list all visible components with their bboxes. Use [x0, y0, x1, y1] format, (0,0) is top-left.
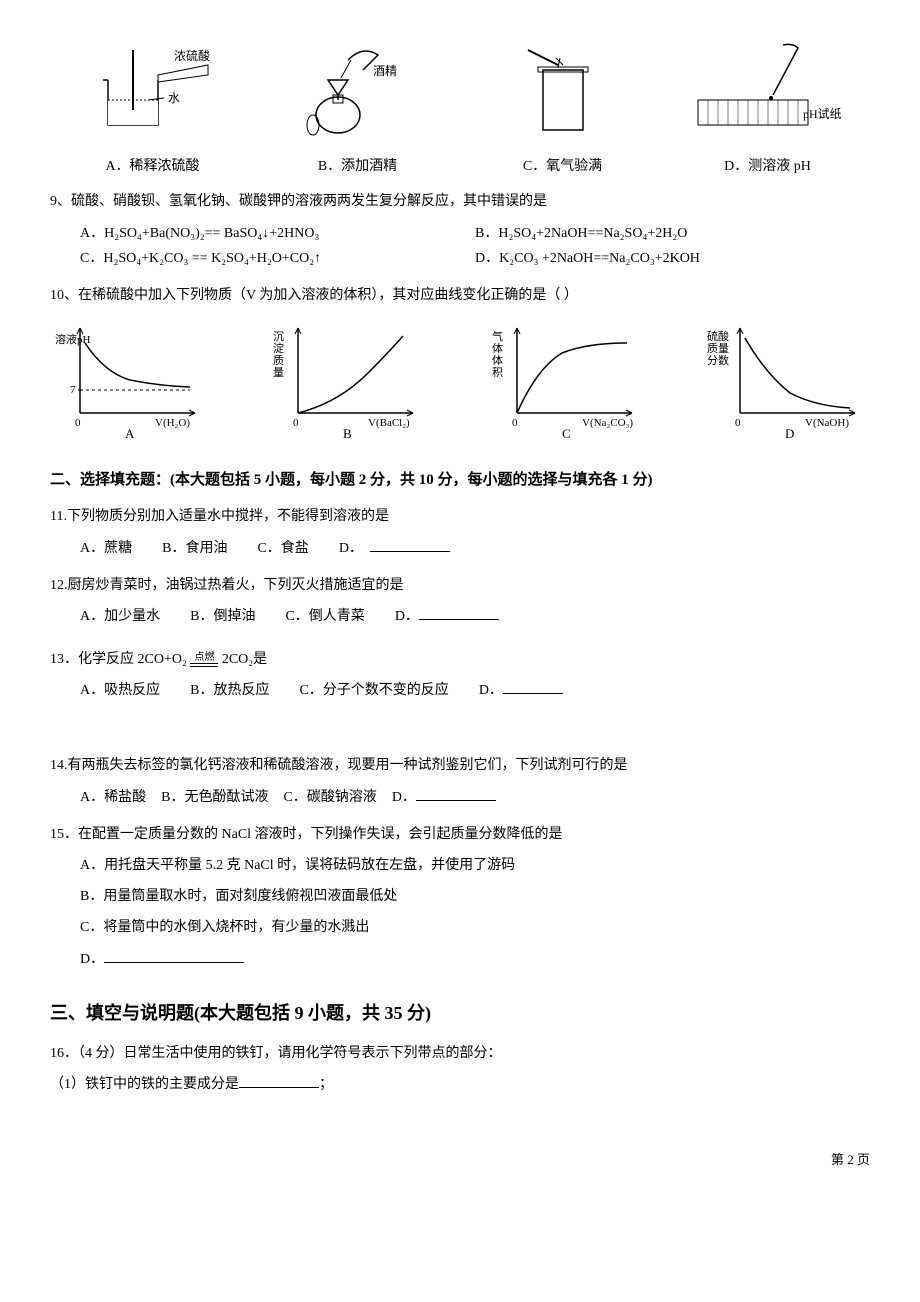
page-footer: 第 2 页	[50, 1148, 870, 1171]
q9-option-a: A．H₂SO₄+Ba(NO₃)₂== BaSO₄↓+2HNO₃	[80, 221, 475, 246]
svg-text:气: 气	[492, 329, 503, 343]
svg-text:质量: 质量	[707, 342, 729, 355]
svg-text:硫酸: 硫酸	[707, 329, 729, 343]
q10-chart-d: 硫酸 质量 分数 0 V(NaOH) D	[705, 318, 870, 447]
q15-option-a: A．用托盘天平称量 5.2 克 NaCl 时，误将砝码放在左盘，并使用了游码	[50, 853, 870, 878]
q11-option-a: A．蔗糖	[80, 536, 132, 561]
svg-text:淀: 淀	[273, 341, 284, 355]
svg-text:7: 7	[70, 384, 76, 396]
label-ph-paper: pH试纸	[803, 106, 842, 121]
q11-blank[interactable]	[370, 536, 450, 552]
q13-blank[interactable]	[503, 678, 563, 694]
beaker-sulfuric-acid-icon: 浓硫酸 水	[78, 40, 228, 140]
question-13: 13．化学反应 2CO+O₂ 点燃 2CO₂是 A．吸热反应 B．放热反应 C．…	[50, 647, 870, 703]
q14-option-b: B．无色酚酞试液	[161, 785, 268, 810]
label-water: 水	[168, 91, 180, 105]
q8-figure-b: 酒精 B．添加酒精	[255, 40, 460, 179]
svg-text:体: 体	[492, 353, 503, 367]
q15-option-d: D．	[50, 947, 870, 972]
q15-blank[interactable]	[104, 947, 244, 963]
q12-text: 12.厨房炒青菜时，油锅过热着火，下列灭火措施适宜的是	[50, 573, 870, 598]
q9-text: 9、硫酸、硝酸钡、氢氧化钠、碳酸钾的溶液两两发生复分解反应，其中错误的是	[50, 189, 870, 214]
q11-option-c: C．食盐	[257, 536, 308, 561]
section-2-header: 二、选择填充题：(本大题包括 5 小题，每小题 2 分，共 10 分，每小题的选…	[50, 467, 870, 494]
q8-caption-a: A．稀释浓硫酸	[50, 154, 255, 179]
svg-text:V(NaOH): V(NaOH)	[805, 417, 849, 429]
oxygen-bottle-icon	[508, 40, 618, 140]
q9-option-d: D．K₂CO₃ +2NaOH==Na₂CO₃+2KOH	[475, 246, 870, 271]
q14-blank[interactable]	[416, 785, 496, 801]
label-alcohol: 酒精	[373, 64, 397, 78]
svg-text:V(Na₂CO₃): V(Na₂CO₃)	[582, 417, 633, 429]
q15-text: 15．在配置一定质量分数的 NaCl 溶液时，下列操作失误，会引起质量分数降低的…	[50, 822, 870, 847]
question-11: 11.下列物质分别加入适量水中搅拌，不能得到溶液的是 A．蔗糖 B．食用油 C．…	[50, 504, 870, 560]
svg-text:积: 积	[492, 366, 503, 379]
q15-option-c: C．将量筒中的水倒入烧杯时，有少量的水溅出	[50, 915, 870, 940]
q15-option-b: B．用量筒量取水时，面对刻度线俯视凹液面最低处	[50, 884, 870, 909]
q10-charts: 溶液pH 7 0 V(H₂O) A 沉 淀 质 量 0	[50, 318, 870, 447]
question-16: 16．（4 分）日常生活中使用的铁钉，请用化学符号表示下列带点的部分： （1）铁…	[50, 1041, 870, 1097]
q10-chart-a: 溶液pH 7 0 V(H₂O) A	[50, 318, 210, 447]
q16-sub1: （1）铁钉中的铁的主要成分是；	[50, 1072, 870, 1097]
question-14: 14.有两瓶失去标签的氯化钙溶液和稀硫酸溶液，现要用一种试剂鉴别它们，下列试剂可…	[50, 753, 870, 809]
question-9: 9、硫酸、硝酸钡、氢氧化钠、碳酸钾的溶液两两发生复分解反应，其中错误的是 A．H…	[50, 189, 870, 271]
label-sulfuric: 浓硫酸	[174, 48, 210, 63]
q16-text: 16．（4 分）日常生活中使用的铁钉，请用化学符号表示下列带点的部分：	[50, 1041, 870, 1066]
q14-option-d: D．	[392, 785, 496, 810]
ph-paper-icon: pH试纸	[683, 40, 853, 140]
q10-chart-b: 沉 淀 质 量 0 V(BaCl₂) B	[268, 318, 428, 447]
q8-figure-a: 浓硫酸 水 A．稀释浓硫酸	[50, 40, 255, 179]
question-15: 15．在配置一定质量分数的 NaCl 溶液时，下列操作失误，会引起质量分数降低的…	[50, 822, 870, 972]
q8-figures: 浓硫酸 水 A．稀释浓硫酸 酒精 B．添加酒精 C．氧气验满	[50, 40, 870, 179]
q8-caption-d: D．测溶液 pH	[665, 154, 870, 179]
q12-option-d: D．	[395, 604, 499, 629]
svg-text:分数: 分数	[707, 354, 729, 367]
q11-text: 11.下列物质分别加入适量水中搅拌，不能得到溶液的是	[50, 504, 870, 529]
q10-chart-c: 气 体 体 积 0 V(Na₂CO₃) C	[487, 318, 647, 447]
q12-option-c: C．倒人青菜	[285, 604, 364, 629]
q8-caption-b: B．添加酒精	[255, 154, 460, 179]
svg-text:量: 量	[273, 366, 284, 379]
q9-option-b: B．H₂SO₄+2NaOH==Na₂SO₄+2H₂O	[475, 221, 870, 246]
q11-option-b: B．食用油	[162, 536, 227, 561]
svg-text:沉: 沉	[273, 330, 284, 343]
q16-blank-1[interactable]	[239, 1072, 319, 1088]
q13-text: 13．化学反应 2CO+O₂ 点燃 2CO₂是	[50, 647, 870, 672]
question-12: 12.厨房炒青菜时，油锅过热着火，下列灭火措施适宜的是 A．加少量水 B．倒掉油…	[50, 573, 870, 629]
q14-option-a: A．稀盐酸	[80, 785, 146, 810]
question-10: 10、在稀硫酸中加入下列物质（V 为加入溶液的体积），其对应曲线变化正确的是（ …	[50, 283, 870, 447]
svg-text:V(H₂O): V(H₂O)	[155, 417, 190, 429]
svg-text:0: 0	[735, 417, 741, 429]
q13-option-a: A．吸热反应	[80, 678, 160, 703]
q10-text: 10、在稀硫酸中加入下列物质（V 为加入溶液的体积），其对应曲线变化正确的是（ …	[50, 283, 870, 308]
svg-text:B: B	[343, 426, 352, 438]
svg-text:0: 0	[512, 417, 518, 429]
q8-caption-c: C．氧气验满	[460, 154, 665, 179]
svg-text:A: A	[125, 426, 135, 438]
svg-text:质: 质	[273, 354, 284, 367]
q12-blank[interactable]	[419, 604, 499, 620]
q14-text: 14.有两瓶失去标签的氯化钙溶液和稀硫酸溶液，现要用一种试剂鉴别它们，下列试剂可…	[50, 753, 870, 778]
svg-text:V(BaCl₂): V(BaCl₂)	[368, 417, 410, 429]
q14-option-c: C．碳酸钠溶液	[283, 785, 376, 810]
q12-option-b: B．倒掉油	[190, 604, 255, 629]
q13-option-c: C．分子个数不变的反应	[299, 678, 448, 703]
svg-text:0: 0	[75, 417, 81, 429]
q8-figure-d: pH试纸 D．测溶液 pH	[665, 40, 870, 179]
q13-option-d: D．	[479, 678, 563, 703]
svg-text:0: 0	[293, 417, 299, 429]
svg-text:D: D	[785, 426, 794, 438]
q11-option-d: D．	[339, 536, 450, 561]
section-3-header: 三、填空与说明题(本大题包括 9 小题，共 35 分)	[50, 997, 870, 1029]
alcohol-lamp-icon: 酒精	[293, 40, 423, 140]
svg-text:体: 体	[492, 341, 503, 355]
q8-figure-c: C．氧气验满	[460, 40, 665, 179]
q13-option-b: B．放热反应	[190, 678, 269, 703]
q12-option-a: A．加少量水	[80, 604, 160, 629]
q9-option-c: C．H₂SO₄+K₂CO₃ == K₂SO₄+H₂O+CO₂↑	[80, 246, 475, 271]
svg-text:C: C	[562, 426, 571, 438]
